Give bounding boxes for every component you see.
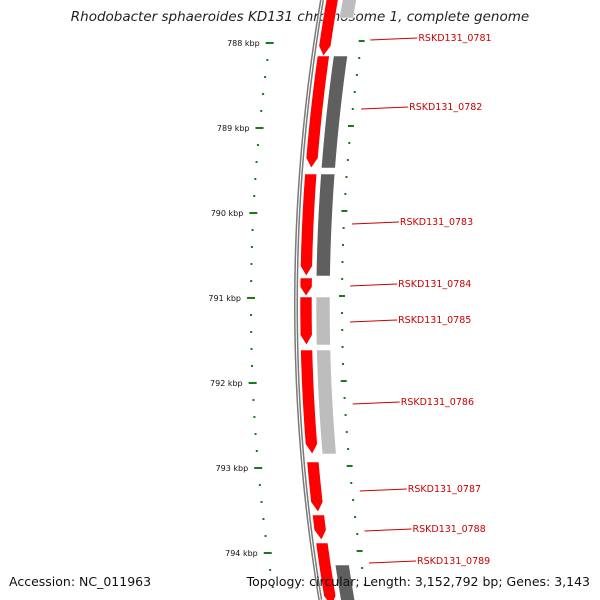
- reverse-gene-bar-5: [315, 173, 336, 277]
- gene-label: RSKD131_0782: [409, 102, 482, 113]
- kbp-label: 788 kbp: [227, 39, 260, 48]
- accession-text: Accession: NC_011963: [9, 574, 152, 589]
- kbp-label: 793 kbp: [216, 464, 249, 473]
- kbp-label: 790 kbp: [211, 209, 244, 218]
- gene-label: RSKD131_0789: [417, 556, 490, 567]
- topology-text: Topology: circular; Length: 3,152,792 bp…: [246, 574, 590, 589]
- chromosome-backbone-highlight: [295, 0, 323, 600]
- gene-label-leader: [352, 401, 400, 405]
- reverse-gene-bar-8: [315, 296, 331, 346]
- reverse-gene-bar-1: [339, 0, 357, 19]
- reverse-gene-bar-10: [316, 349, 337, 455]
- kbp-label: 792 kbp: [210, 379, 243, 388]
- forward-gene-arrow-2: [305, 55, 330, 169]
- gene-label-leader: [350, 319, 398, 323]
- forward-gene-arrow-7: [299, 296, 313, 346]
- gene-label-leader: [359, 488, 407, 492]
- forward-gene-arrow-4: [300, 173, 318, 277]
- gene-label-leader: [368, 560, 416, 564]
- gene-label: RSKD131_0781: [418, 33, 491, 44]
- reverse-gene-bar-3: [320, 55, 348, 169]
- kbp-label: 791 kbp: [208, 294, 241, 303]
- kbp-label: 794 kbp: [225, 549, 258, 558]
- gene-label-leader: [350, 283, 398, 287]
- gene-label: RSKD131_0787: [408, 484, 481, 495]
- gene-label: RSKD131_0783: [400, 217, 473, 228]
- gene-label: RSKD131_0788: [413, 524, 486, 535]
- gene-label: RSKD131_0785: [398, 315, 471, 326]
- reverse-gene-bar-14: [334, 564, 356, 600]
- forward-gene-arrow-13: [315, 542, 337, 600]
- forward-gene-arrow-0: [318, 0, 339, 57]
- forward-gene-arrow-12: [312, 514, 327, 541]
- gene-label-leader: [370, 37, 418, 41]
- forward-gene-arrow-6: [299, 277, 313, 297]
- gene-label: RSKD131_0786: [401, 397, 474, 408]
- map-title: Rhodobacter sphaeroides KD131 chromosome…: [70, 9, 530, 25]
- forward-gene-arrow-11: [306, 461, 324, 513]
- gene-label-leader: [351, 221, 399, 225]
- kbp-label: 789 kbp: [217, 124, 250, 133]
- gene-label-leader: [364, 528, 412, 532]
- gene-label: RSKD131_0784: [398, 279, 471, 290]
- gene-label-leader: [361, 106, 409, 110]
- forward-gene-arrow-9: [300, 349, 318, 455]
